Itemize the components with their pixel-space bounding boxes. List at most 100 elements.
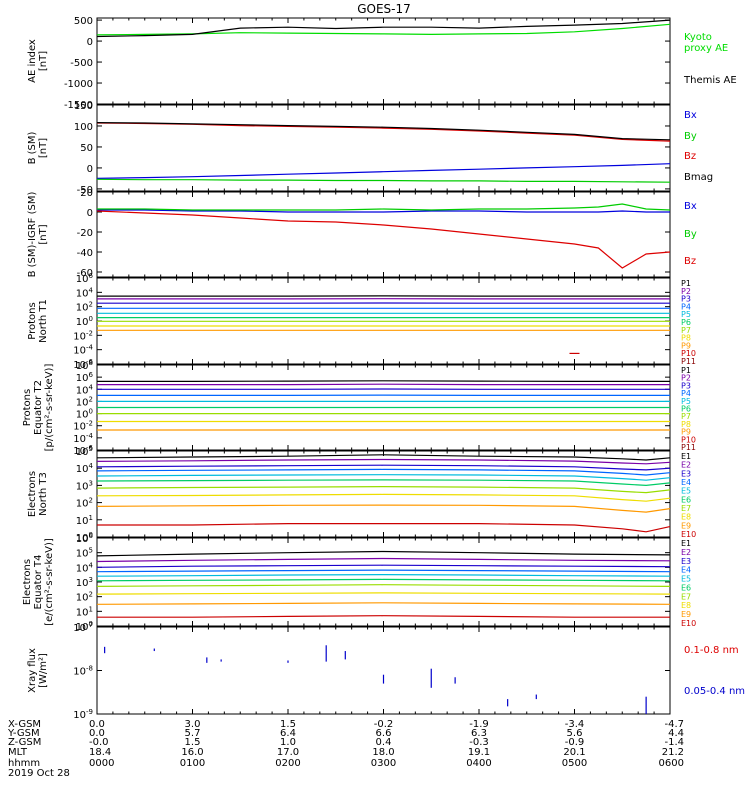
panel-legend: 0.1-0.8 nm 0.05-0.4 nm (684, 645, 745, 697)
plot-title: GOES-17 (357, 2, 411, 16)
coord-value: 0300 (371, 758, 396, 769)
y-axis-label: [e/(cm²-s-sr-keV)] (44, 538, 55, 626)
series-line-by (96, 178, 671, 183)
y-tick-label: 20 (80, 188, 93, 199)
y-axis-label: Xray flux (27, 648, 38, 693)
series-line-e3 (96, 464, 671, 471)
y-tick-label: 102 (76, 591, 93, 604)
series-line-e10 (97, 523, 671, 533)
y-tick-label: 0 (87, 164, 93, 175)
coord-value: 0100 (180, 758, 205, 769)
y-tick-label: 102 (76, 497, 93, 510)
date-label: 2019 Oct 28 (8, 768, 70, 779)
series-line-e1 (96, 550, 671, 557)
series-line-kyoto-proxy-ae (96, 23, 671, 36)
series-line-e9 (96, 602, 671, 605)
legend-entry: E1 (681, 539, 691, 548)
series-line-e4 (96, 468, 671, 476)
coord-value: 1.0 (280, 737, 296, 748)
y-tick-label: 0 (87, 208, 93, 219)
series-line-bmag (96, 122, 671, 141)
coord-value: 17.0 (277, 747, 299, 758)
coord-value: 0200 (275, 758, 300, 769)
y-axis-label: B (SM) (27, 131, 38, 164)
y-axis-label: Protons (27, 302, 38, 339)
y-axis-label: Electrons (22, 559, 33, 605)
y-tick-label: -1000 (64, 79, 93, 90)
coord-row-label: hhmm (8, 758, 40, 769)
legend-entry: E6 (681, 495, 691, 504)
series-line-e2 (96, 557, 671, 563)
series-line-p1 (97, 380, 670, 382)
y-tick-label: 10-9 (73, 708, 93, 721)
legend-entry: P9 (681, 341, 691, 350)
y-tick-label: 104 (76, 561, 94, 574)
series-line-themis-ae (96, 19, 671, 38)
coord-value: -0.3 (469, 737, 489, 748)
y-tick-label: 104 (76, 383, 94, 396)
legend-entry: P5 (681, 310, 691, 319)
coord-value: 1.5 (185, 737, 201, 748)
series-line-e4 (96, 569, 671, 573)
coord-value: 1.5 (280, 719, 296, 730)
y-axis-label: North T1 (38, 299, 49, 343)
coord-value: 0000 (89, 758, 114, 769)
series-line-e2 (96, 458, 671, 465)
y-axis-label: Equator T2 (33, 380, 44, 435)
y-tick-label: 10-4 (73, 344, 93, 357)
series-line-bz (96, 122, 671, 142)
legend-entry: 0.05-0.4 nm (684, 686, 745, 697)
legend-entry: Kyoto (684, 32, 712, 43)
y-tick-label: 108 (76, 359, 93, 372)
y-tick-label: 106 (76, 532, 94, 545)
series-line-bx (97, 209, 670, 213)
legend-entry: P3 (681, 381, 691, 390)
legend-entry: P1 (681, 366, 691, 375)
y-axis-label: [nT] (38, 138, 49, 158)
coord-value: -1.9 (469, 719, 489, 730)
legend-entry: Bx (684, 201, 697, 212)
series-line-e3 (96, 564, 671, 568)
y-tick-label: 100 (76, 620, 93, 633)
legend-entry: P6 (681, 318, 691, 327)
y-tick-label: 105 (76, 547, 93, 560)
y-axis-label: AE index (27, 39, 38, 83)
coordinate-table: X-GSMY-GSMZ-GSMMLThhmm0.00.0-0.018.40000… (7, 719, 684, 769)
y-axis-label: Protons (22, 389, 33, 426)
y-tick-label: 106 (76, 272, 94, 285)
legend-entry: E5 (681, 487, 691, 496)
coord-value: -0.9 (565, 737, 585, 748)
legend-entry: P6 (681, 405, 691, 414)
series-line-by (97, 203, 671, 211)
y-tick-label: 10-2 (73, 329, 93, 342)
series-line-bx (96, 163, 671, 179)
legend-entry: P8 (681, 334, 691, 343)
coord-value: 0600 (659, 758, 684, 769)
coord-value: 0.0 (89, 728, 105, 739)
panel-8: 10-7 10-8 10-9 Xray flux [W/m²] 0.1-0.8 nm 0.0… (27, 621, 745, 721)
y-tick-label: 101 (76, 605, 93, 618)
series-line-e6 (96, 479, 671, 487)
coord-value: 0400 (466, 758, 491, 769)
panel-frame (96, 104, 671, 192)
y-tick-label: -1500 (64, 100, 93, 111)
legend-entry: P10 (681, 349, 696, 358)
legend-entry: E6 (681, 583, 691, 592)
coord-value: 5.6 (567, 728, 583, 739)
y-tick-label: 500 (74, 16, 93, 27)
y-tick-label: 150 (74, 101, 93, 112)
y-axis-label: [p/(cm²-s-sr-keV)] (44, 364, 55, 452)
y-tick-label: 103 (76, 479, 93, 492)
series-line-e8 (96, 592, 671, 595)
series-line-bz (96, 210, 671, 269)
y-tick-label: 102 (76, 301, 93, 314)
legend-entry: Bx (684, 110, 697, 121)
legend-entry: E7 (681, 592, 691, 601)
y-tick-label: 104 (76, 462, 94, 475)
legend-entry: E4 (681, 478, 691, 487)
